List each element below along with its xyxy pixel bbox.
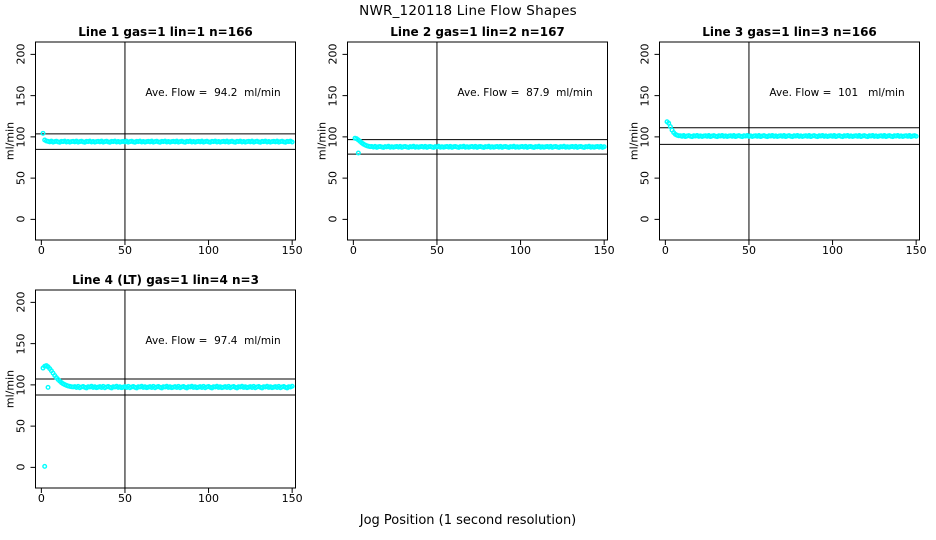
- y-tick-label: 150: [14, 85, 28, 107]
- x-axis-label: Jog Position (1 second resolution): [359, 513, 577, 528]
- x-tick-label: 0: [349, 244, 357, 257]
- subplot-line-1: Line 1 gas=1 lin=1 n=166 ml/min Ave. Flo…: [0, 20, 312, 268]
- y-tick-label: 100: [14, 374, 28, 396]
- data-point: [42, 463, 48, 469]
- y-tick-label: 200: [14, 291, 28, 313]
- y-tick-label: 200: [326, 43, 340, 65]
- y-tick-label: 150: [326, 85, 340, 107]
- x-tick-label: 150: [281, 492, 303, 505]
- plot-box: [35, 289, 296, 489]
- x-tick-label: 0: [661, 244, 669, 257]
- figure-title: NWR_120118 Line Flow Shapes: [359, 3, 577, 19]
- y-tick-label: 150: [638, 85, 652, 107]
- y-tick-label: 0: [326, 215, 340, 223]
- ave-flow-annotation: Ave. Flow = 101 ml/min: [769, 87, 905, 99]
- x-tick-label: 0: [37, 244, 45, 257]
- x-tick-label: 150: [593, 244, 615, 257]
- plot-area: [30, 41, 296, 245]
- subplot-title: Line 1 gas=1 lin=1 n=166: [78, 25, 253, 39]
- scatter-points: [352, 135, 607, 156]
- x-tick-label: 100: [510, 244, 532, 257]
- data-point: [289, 383, 295, 389]
- plot-area: [654, 41, 920, 245]
- ave-flow-annotation: Ave. Flow = 94.2 ml/min: [145, 87, 281, 99]
- scatter-points: [40, 363, 295, 469]
- scatter-points: [40, 130, 295, 145]
- data-point: [601, 144, 607, 150]
- plot-box: [347, 41, 608, 241]
- y-tick-label: 100: [638, 126, 652, 148]
- x-tick-label: 0: [37, 492, 45, 505]
- subplot-title: Line 4 (LT) gas=1 lin=4 n=3: [72, 273, 259, 287]
- x-tick-label: 50: [117, 492, 132, 505]
- y-tick-label: 150: [14, 333, 28, 355]
- subplot-title: Line 2 gas=1 lin=2 n=167: [390, 25, 565, 39]
- y-tick-label: 50: [14, 419, 28, 434]
- y-tick-label: 100: [14, 126, 28, 148]
- x-tick-label: 50: [429, 244, 444, 257]
- ave-flow-annotation: Ave. Flow = 87.9 ml/min: [457, 87, 593, 99]
- plot-box: [659, 41, 920, 241]
- data-point: [289, 139, 295, 145]
- subplot-line-3: Line 3 gas=1 lin=3 n=166 ml/min Ave. Flo…: [624, 20, 936, 268]
- data-point: [40, 130, 46, 136]
- plot-box: [35, 41, 296, 241]
- y-tick-label: 0: [14, 463, 28, 471]
- x-tick-label: 50: [117, 244, 132, 257]
- y-tick-label: 0: [14, 215, 28, 223]
- plot-area: [30, 289, 296, 493]
- data-point: [355, 150, 361, 156]
- subplot-line-4: Line 4 (LT) gas=1 lin=4 n=3 ml/min Ave. …: [0, 268, 312, 516]
- y-tick-label: 100: [326, 126, 340, 148]
- data-point: [45, 384, 51, 390]
- plot-area: [342, 41, 608, 245]
- x-tick-label: 150: [281, 244, 303, 257]
- x-tick-label: 150: [905, 244, 927, 257]
- x-tick-label: 50: [741, 244, 756, 257]
- ave-flow-annotation: Ave. Flow = 97.4 ml/min: [145, 335, 281, 347]
- subplot-line-2: Line 2 gas=1 lin=2 n=167 ml/min Ave. Flo…: [312, 20, 624, 268]
- y-tick-label: 50: [14, 171, 28, 186]
- subplot-title: Line 3 gas=1 lin=3 n=166: [702, 25, 877, 39]
- x-tick-label: 100: [198, 492, 220, 505]
- y-tick-label: 50: [326, 171, 340, 186]
- scatter-points: [664, 119, 919, 140]
- y-tick-label: 0: [638, 215, 652, 223]
- y-tick-label: 200: [638, 43, 652, 65]
- y-tick-label: 200: [14, 43, 28, 65]
- data-point: [913, 133, 919, 139]
- x-tick-label: 100: [822, 244, 844, 257]
- y-tick-label: 50: [638, 171, 652, 186]
- x-tick-label: 100: [198, 244, 220, 257]
